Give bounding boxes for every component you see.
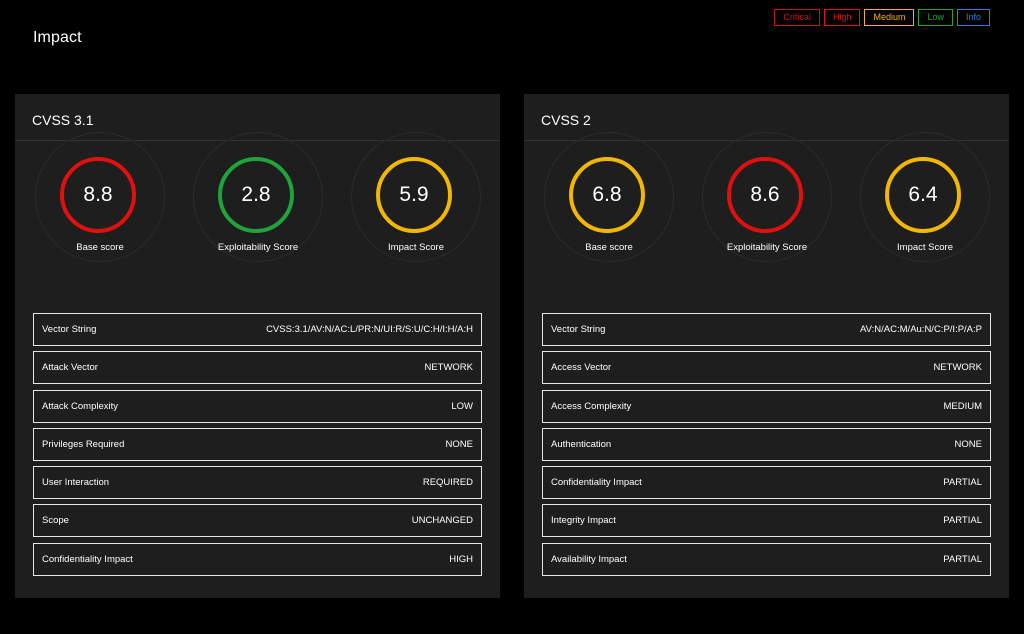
metric-value: LOW	[451, 400, 473, 412]
metric-value: NETWORK	[424, 362, 473, 374]
metric-key: Authentication	[551, 438, 612, 450]
score-label: Exploitability Score	[726, 242, 808, 253]
metric-value: NONE	[954, 438, 982, 450]
cvss2-exploitability-score: 8.6 Exploitability Score	[697, 132, 837, 281]
cvss2-scores: 6.8 Base score 8.6 Exploitability Score …	[524, 132, 1009, 281]
metric-row: Attack Vector NETWORK	[33, 351, 482, 385]
metric-value: NETWORK	[933, 362, 982, 374]
metric-row: Availability Impact PARTIAL	[542, 542, 991, 576]
metric-value: PARTIAL	[943, 515, 982, 527]
legend-critical: Critical	[774, 9, 820, 26]
cvss2-panel: CVSS 2 6.8 Base score 8.6 Exploitability…	[524, 94, 1009, 598]
metric-row: Confidentiality Impact HIGH	[33, 542, 482, 576]
score-value: 5.9	[376, 157, 452, 233]
legend-low: Low	[918, 9, 953, 26]
score-label: Exploitability Score	[217, 242, 299, 253]
metric-key: Vector String	[42, 324, 97, 335]
score-value: 2.8	[218, 157, 294, 233]
metric-value: MEDIUM	[943, 400, 982, 412]
metric-row: Authentication NONE	[542, 427, 991, 461]
score-label: Base score	[585, 242, 633, 253]
metric-row: Vector String CVSS:3.1/AV:N/AC:L/PR:N/UI:…	[33, 313, 482, 346]
score-value: 6.8	[569, 157, 645, 233]
metric-key: Privileges Required	[42, 438, 125, 450]
metric-row: Access Vector NETWORK	[542, 351, 991, 385]
page-title: Impact	[33, 29, 82, 46]
metric-row: Attack Complexity LOW	[33, 389, 482, 423]
cvss31-impact-score: 5.9 Impact Score	[346, 132, 486, 281]
score-value: 8.6	[727, 157, 803, 233]
metric-value: REQUIRED	[422, 477, 473, 489]
cvss2-metrics: Vector String AV:N/AC:M/Au:N/C:P/I:P/A:P …	[542, 313, 991, 581]
score-label: Impact Score	[897, 242, 953, 253]
metric-value: CVSS:3.1/AV:N/AC:L/PR:N/UI:R/S:U/C:H/I:H…	[266, 324, 473, 335]
cvss31-base-score: 8.8 Base score	[30, 132, 170, 281]
score-label: Impact Score	[388, 242, 444, 253]
metric-key: Access Complexity	[551, 400, 632, 412]
metric-key: Attack Complexity	[42, 400, 119, 412]
metric-key: Availability Impact	[551, 553, 627, 565]
cvss31-scores: 8.8 Base score 2.8 Exploitability Score …	[15, 132, 500, 281]
metric-value: AV:N/AC:M/Au:N/C:P/I:P/A:P	[860, 324, 982, 335]
cvss2-base-score: 6.8 Base score	[539, 132, 679, 281]
score-value: 8.8	[60, 157, 136, 233]
metric-row: Integrity Impact PARTIAL	[542, 504, 991, 538]
metric-row: User Interaction REQUIRED	[33, 466, 482, 500]
metric-value: NONE	[445, 438, 473, 450]
cvss31-exploitability-score: 2.8 Exploitability Score	[188, 132, 328, 281]
metric-row: Privileges Required NONE	[33, 427, 482, 461]
metric-value: HIGH	[449, 553, 473, 565]
severity-legend: Critical High Medium Low Info	[774, 9, 990, 26]
metric-row: Vector String AV:N/AC:M/Au:N/C:P/I:P/A:P	[542, 313, 991, 346]
metric-row: Access Complexity MEDIUM	[542, 389, 991, 423]
metric-value: PARTIAL	[943, 477, 982, 489]
metric-key: Scope	[42, 515, 69, 527]
cvss31-metrics: Vector String CVSS:3.1/AV:N/AC:L/PR:N/UI:…	[33, 313, 482, 581]
metric-key: Attack Vector	[42, 362, 98, 374]
metric-key: Access Vector	[551, 362, 612, 374]
score-value: 6.4	[885, 157, 961, 233]
legend-info: Info	[956, 9, 990, 26]
legend-high: High	[823, 9, 861, 26]
cvss2-impact-score: 6.4 Impact Score	[855, 132, 995, 281]
score-label: Base score	[76, 242, 124, 253]
legend-medium: Medium	[864, 9, 915, 26]
metric-row: Scope UNCHANGED	[33, 504, 482, 538]
metric-key: Confidentiality Impact	[42, 553, 133, 565]
metric-key: Vector String	[551, 324, 606, 335]
metric-key: Integrity Impact	[551, 515, 616, 527]
metric-value: UNCHANGED	[411, 515, 473, 527]
cvss31-panel: CVSS 3.1 8.8 Base score 2.8 Exploitabili…	[15, 94, 500, 598]
metric-key: User Interaction	[42, 477, 110, 489]
metric-row: Confidentiality Impact PARTIAL	[542, 466, 991, 500]
metric-value: PARTIAL	[943, 553, 982, 565]
metric-key: Confidentiality Impact	[551, 477, 642, 489]
